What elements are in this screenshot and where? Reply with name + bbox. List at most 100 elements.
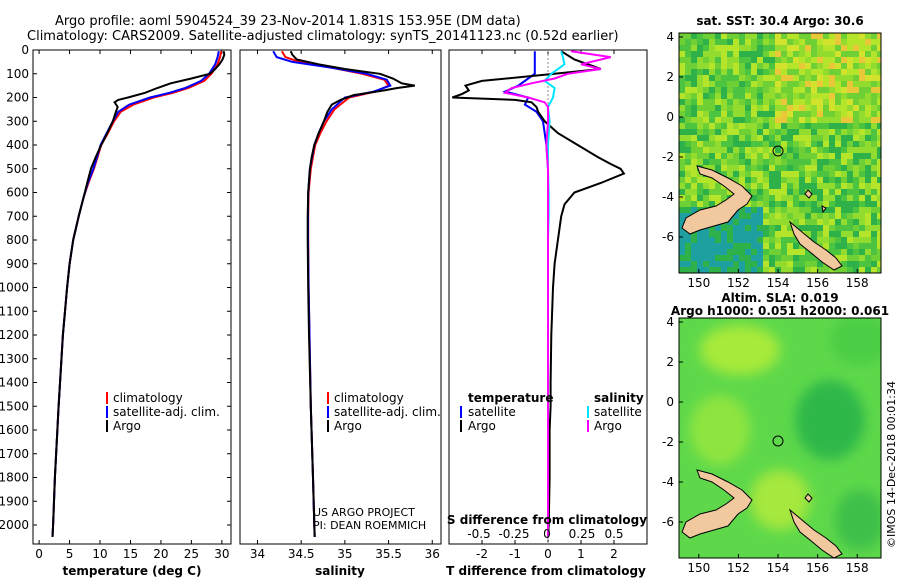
sst-cell bbox=[745, 255, 751, 261]
sst-cell bbox=[751, 171, 757, 177]
sst-cell bbox=[787, 63, 793, 69]
sst-cell bbox=[775, 231, 781, 237]
salinity-legend: climatology satellite-adj. clim. Argo bbox=[327, 391, 441, 433]
sst-cell bbox=[733, 33, 739, 39]
sst-cell bbox=[763, 171, 769, 177]
sst-cell bbox=[709, 75, 715, 81]
sst-cell bbox=[787, 111, 793, 117]
sst-cell bbox=[781, 231, 787, 237]
sst-cell bbox=[679, 105, 685, 111]
sst-cell bbox=[823, 117, 829, 123]
sst-cell bbox=[727, 189, 733, 195]
depth-tick-label: 1200 bbox=[0, 328, 29, 342]
sst-cell bbox=[865, 171, 871, 177]
sst-cell bbox=[787, 57, 793, 63]
sst-cell bbox=[733, 117, 739, 123]
sst-cell bbox=[799, 267, 805, 273]
sst-cell bbox=[685, 45, 691, 51]
sst-cell bbox=[841, 147, 847, 153]
sst-cell bbox=[751, 183, 757, 189]
sst-cell bbox=[835, 243, 841, 249]
sst-cell bbox=[877, 171, 881, 177]
sst-cell bbox=[853, 57, 859, 63]
sst-cell bbox=[697, 105, 703, 111]
sst-cell bbox=[751, 45, 757, 51]
sst-cell bbox=[679, 249, 685, 255]
sst-cell bbox=[703, 87, 709, 93]
sst-cell bbox=[787, 105, 793, 111]
sst-cell bbox=[853, 135, 859, 141]
sst-cell bbox=[685, 51, 691, 57]
sst-cell bbox=[751, 129, 757, 135]
sst-cell bbox=[691, 87, 697, 93]
depth-tick-label: 1500 bbox=[0, 399, 29, 413]
sst-cell bbox=[865, 195, 871, 201]
sst-cell bbox=[781, 189, 787, 195]
difference-panel: -2 -1 0 1 2 T difference from climatology S … bbox=[446, 49, 648, 578]
sst-cell bbox=[817, 69, 823, 75]
sst-cell bbox=[793, 171, 799, 177]
sst-cell bbox=[721, 63, 727, 69]
sst-cell bbox=[853, 231, 859, 237]
sst-cell bbox=[745, 69, 751, 75]
copyright-timestamp: ©IMOS 14-Dec-2018 00:01:34 bbox=[885, 381, 898, 548]
sst-cell bbox=[787, 135, 793, 141]
argo-position-marker bbox=[772, 145, 784, 157]
sst-cell bbox=[679, 237, 685, 243]
difference-top-xlabel: S difference from climatology bbox=[447, 513, 647, 527]
sst-cell bbox=[823, 201, 829, 207]
sst-cell bbox=[817, 87, 823, 93]
sst-cell bbox=[745, 225, 751, 231]
sst-cell bbox=[811, 135, 817, 141]
sst-cell bbox=[787, 147, 793, 153]
sst-cell bbox=[823, 105, 829, 111]
sst-cell bbox=[811, 267, 817, 273]
sst-cell bbox=[847, 39, 853, 45]
sst-cell bbox=[709, 261, 715, 267]
sst-cell bbox=[829, 201, 835, 207]
sst-cell bbox=[817, 183, 823, 189]
sst-cell bbox=[715, 201, 721, 207]
sst-cell bbox=[835, 219, 841, 225]
sst-cell bbox=[721, 87, 727, 93]
sst-cell bbox=[739, 255, 745, 261]
sst-cell bbox=[805, 225, 811, 231]
sst-cell bbox=[781, 255, 787, 261]
sst-cell bbox=[829, 93, 835, 99]
sst-cell bbox=[829, 75, 835, 81]
sst-cell bbox=[871, 123, 877, 129]
sst-cell bbox=[823, 123, 829, 129]
sst-cell bbox=[823, 219, 829, 225]
sst-cell bbox=[697, 243, 703, 249]
sst-cell bbox=[829, 141, 835, 147]
sst-cell bbox=[733, 159, 739, 165]
sst-cell bbox=[787, 129, 793, 135]
sst-cell bbox=[829, 147, 835, 153]
sst-cell bbox=[847, 45, 853, 51]
sst-cell bbox=[877, 225, 881, 231]
depth-tick-label: 900 bbox=[6, 257, 29, 271]
sst-cell bbox=[757, 81, 763, 87]
sla-map: Altim. SLA: 0.019 Argo h1000: 0.051 h200… bbox=[662, 291, 889, 575]
sst-cell bbox=[775, 189, 781, 195]
sst-cell bbox=[859, 75, 865, 81]
sst-cell bbox=[769, 135, 775, 141]
sst-cell bbox=[727, 147, 733, 153]
sst-cell bbox=[775, 69, 781, 75]
sst-cell bbox=[739, 249, 745, 255]
temperature-x-tick-label: 15 bbox=[123, 547, 138, 561]
sst-cell bbox=[739, 105, 745, 111]
sst-cell bbox=[853, 237, 859, 243]
salinity-x-tick-label: 34.5 bbox=[288, 547, 315, 561]
sst-cell bbox=[835, 111, 841, 117]
sst-cell bbox=[775, 159, 781, 165]
sst-cell bbox=[769, 45, 775, 51]
sst-cell bbox=[757, 87, 763, 93]
temperature-x-tick-label: 25 bbox=[184, 547, 199, 561]
sst-cell bbox=[811, 117, 817, 123]
sst-cell bbox=[745, 207, 751, 213]
sst-cell bbox=[877, 51, 881, 57]
sst-cell bbox=[721, 69, 727, 75]
sst-cell bbox=[763, 195, 769, 201]
sst-cell bbox=[829, 231, 835, 237]
